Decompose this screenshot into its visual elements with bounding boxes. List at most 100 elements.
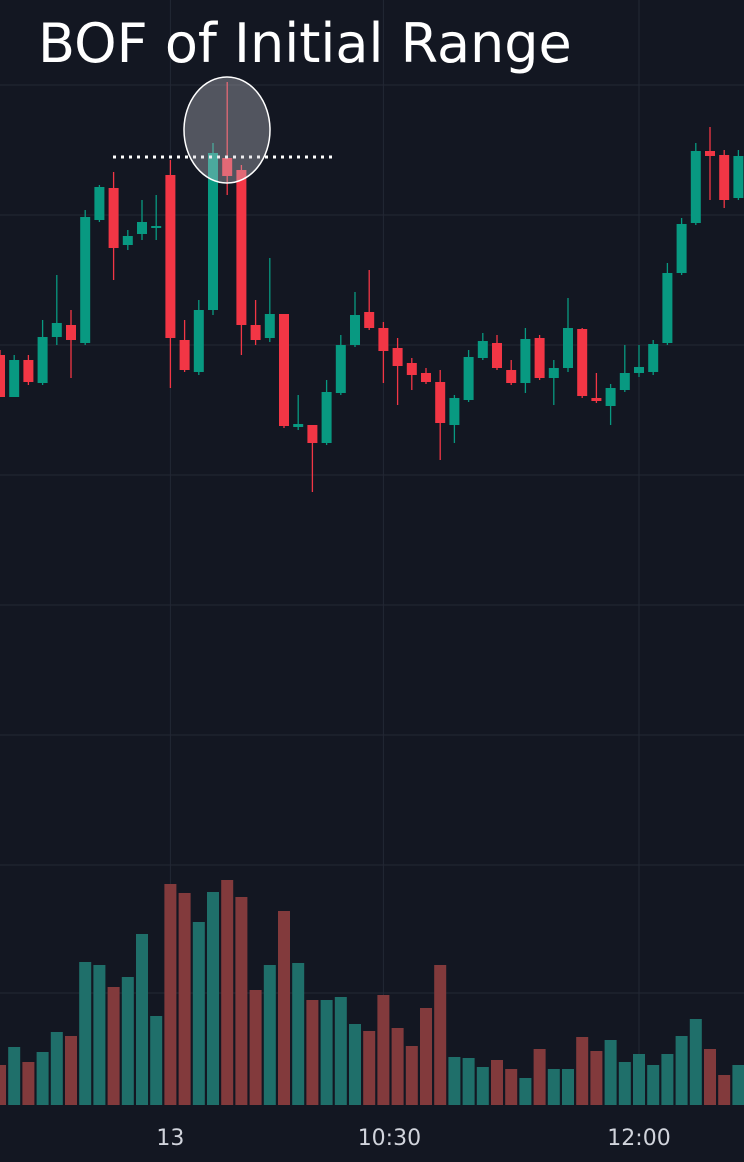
volume-bar <box>576 1037 589 1105</box>
candle-body <box>179 340 190 370</box>
candle-body <box>264 314 275 338</box>
x-tick-label: 12:00 <box>607 1126 670 1151</box>
volume-bar <box>462 1058 475 1105</box>
candle-body <box>23 360 34 382</box>
candle-body <box>477 341 488 358</box>
volume-bar <box>278 911 290 1105</box>
candle-body <box>0 355 5 397</box>
candle-body <box>165 175 176 338</box>
volume-bar <box>249 990 262 1105</box>
volume-bar <box>8 1047 21 1105</box>
candle-body <box>563 328 573 368</box>
volume-bar <box>505 1069 518 1105</box>
candle-body <box>449 398 460 425</box>
x-tick-label: 13 <box>156 1126 184 1151</box>
candle-body <box>364 312 375 328</box>
candle-body <box>193 310 204 372</box>
candles <box>0 82 744 492</box>
volume-bar <box>107 987 120 1105</box>
volume-pane <box>0 880 744 1105</box>
volume-bar <box>647 1065 660 1105</box>
candle-body <box>392 348 403 366</box>
volume-bar <box>334 997 347 1105</box>
volume-bar <box>547 1069 560 1105</box>
candle-body <box>492 343 502 368</box>
volume-bar <box>391 1028 404 1105</box>
volume-bar <box>320 1000 333 1105</box>
chart-title: BOF of Initial Range <box>38 12 572 75</box>
candle-body <box>705 151 715 156</box>
volume-bar <box>405 1046 418 1105</box>
candle-body <box>335 345 346 393</box>
grid <box>0 84 744 994</box>
candle-body <box>66 325 76 340</box>
volume-bar <box>292 963 305 1105</box>
candle-body <box>236 170 247 325</box>
candle-body <box>591 398 602 401</box>
volume-bar <box>192 922 205 1105</box>
candle-body <box>293 424 304 427</box>
volume-bar <box>562 1069 574 1105</box>
volume-bar <box>704 1049 716 1105</box>
candle-body <box>733 156 744 198</box>
candle-body <box>250 325 261 340</box>
volume-bar <box>590 1051 603 1105</box>
candle-body <box>577 329 588 396</box>
volume-bar <box>491 1060 503 1105</box>
candle-body <box>151 226 162 228</box>
candle-body <box>648 344 659 372</box>
x-axis: 13 10:30 12:00 <box>156 1126 670 1151</box>
candle-body <box>421 373 431 382</box>
volume-bar <box>420 1008 432 1105</box>
volume-bar <box>0 1065 6 1105</box>
volume-bar <box>732 1065 744 1105</box>
volume-bar <box>675 1036 688 1105</box>
volume-bar <box>164 884 177 1105</box>
volume-bar <box>349 1024 361 1105</box>
annotations <box>113 76 333 184</box>
volume-bar <box>604 1040 617 1105</box>
volume-bar <box>618 1062 631 1105</box>
volume-bar <box>22 1062 35 1105</box>
candle-body <box>350 315 360 345</box>
volume-bar <box>689 1019 702 1105</box>
volume-bar <box>519 1078 532 1105</box>
candle-body <box>506 370 517 383</box>
volume-bar <box>377 995 390 1105</box>
volume-bar <box>121 977 134 1105</box>
candle-body <box>122 236 133 245</box>
candle-body <box>619 373 630 390</box>
volume-bar <box>235 897 248 1105</box>
volume-bar <box>306 1000 319 1105</box>
volume-bar <box>661 1054 674 1105</box>
candle-body <box>662 273 673 343</box>
volume-bar <box>718 1075 731 1105</box>
candle-body <box>520 339 531 383</box>
candle-body <box>690 151 701 223</box>
volume-bar <box>93 965 106 1105</box>
highlight-circle <box>183 76 271 184</box>
candle-body <box>137 222 147 234</box>
candle-body <box>634 367 644 373</box>
candle-body <box>222 158 233 176</box>
volume-bar <box>136 934 148 1105</box>
candle-body <box>435 382 446 423</box>
candle-body <box>605 388 616 406</box>
candle-body <box>9 360 20 397</box>
candle-body <box>719 155 730 200</box>
volume-bar <box>50 1032 63 1105</box>
candle-body <box>37 337 48 383</box>
volume-bar <box>221 880 234 1105</box>
volume-bar <box>178 893 191 1105</box>
volume-bar <box>36 1052 49 1105</box>
candle-body <box>676 224 687 273</box>
candle-body <box>534 338 545 378</box>
candle-body <box>378 328 389 351</box>
volume-bar <box>150 1016 163 1105</box>
candle-body <box>548 368 559 378</box>
candle-body <box>406 363 417 375</box>
volume-bar <box>79 962 92 1105</box>
candle-body <box>279 314 289 426</box>
